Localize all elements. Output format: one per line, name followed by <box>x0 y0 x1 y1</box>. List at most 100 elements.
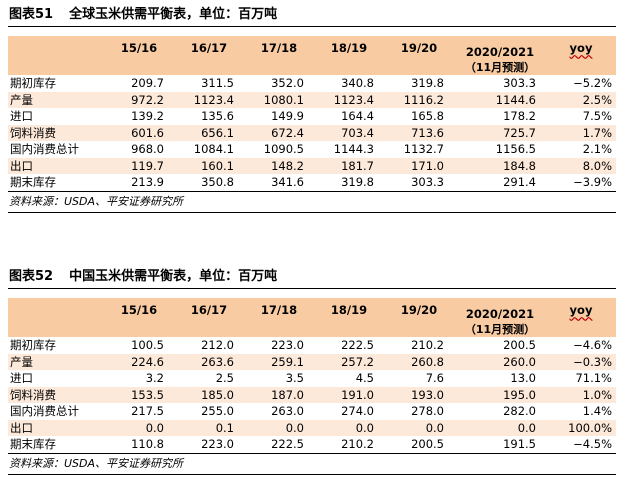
row-label: 国内消费总计 <box>10 142 79 157</box>
table-cell: 3.5 <box>285 371 304 386</box>
table-cell: 319.8 <box>314 174 384 192</box>
table-cell: 968.0 <box>131 142 164 157</box>
table-cell: 184.8 <box>454 157 546 174</box>
table-cell: 181.7 <box>314 157 384 174</box>
table-cell: 259.1 <box>244 353 314 370</box>
table-cell: 187.0 <box>244 386 314 403</box>
figure-title: 图表52 中国玉米供需平衡表，单位：百万吨 <box>8 266 616 289</box>
table-cell: 263.0 <box>271 404 304 419</box>
table-cell: 223.0 <box>271 338 304 353</box>
table-cell: 0.1 <box>174 419 244 436</box>
table-row: 饲料消费 601.6 656.1 672.4 703.4 713.6 725.7 1.7% <box>8 124 616 141</box>
table-cell: 0.0 <box>314 419 384 436</box>
table-cell: 303.3 <box>503 76 536 91</box>
row-label: 饲料消费 <box>8 124 104 141</box>
table-cell: 0.0 <box>384 419 454 436</box>
forecast-subheader: （11月预测） <box>454 59 546 75</box>
table-cell: 1090.5 <box>263 142 304 157</box>
header-cell: 19/20 <box>384 36 454 59</box>
table-cell: 257.2 <box>314 353 384 370</box>
table-cell: 713.6 <box>384 124 454 141</box>
table-cell: 178.2 <box>503 109 536 124</box>
table-cell: 260.0 <box>454 353 546 370</box>
table-cell: 656.1 <box>174 124 244 141</box>
table-cell: 319.8 <box>411 76 444 91</box>
header-cell-yoy: yoy <box>546 298 616 321</box>
table-row: 国内消费总计 968.0 1084.1 1090.5 1144.3 1132.7 1156.… <box>8 141 616 158</box>
table-cell: 1116.2 <box>384 91 454 108</box>
table-cell: −0.3% <box>546 353 616 370</box>
table-cell: 71.1% <box>575 371 612 386</box>
table-cell: 278.0 <box>411 404 444 419</box>
table-cell: 222.5 <box>244 436 314 454</box>
table-cell: 193.0 <box>384 386 454 403</box>
table-cell: 263.6 <box>174 353 244 370</box>
table-cell: 212.0 <box>201 338 234 353</box>
table-cell: −4.6% <box>573 338 612 353</box>
table-row: 期初库存 100.5 212.0 223.0 222.5 210.2 200.5 −4.6% <box>8 337 616 354</box>
header-cell: 15/16 <box>104 298 174 321</box>
table-cell: 160.1 <box>174 157 244 174</box>
table-cell: 200.5 <box>503 338 536 353</box>
row-label: 期末库存 <box>8 174 104 192</box>
table-cell: 1144.6 <box>454 91 546 108</box>
row-label: 饲料消费 <box>8 386 104 403</box>
table-cell: 1.4% <box>582 404 612 419</box>
table-cell: 222.5 <box>341 338 374 353</box>
table-cell: 260.8 <box>384 353 454 370</box>
table-cell: 210.2 <box>411 338 444 353</box>
row-label: 期末库存 <box>8 436 104 454</box>
row-label: 国内消费总计 <box>10 404 79 419</box>
table-cell: 191.0 <box>314 386 384 403</box>
table-cell: 1080.1 <box>244 91 314 108</box>
header-cell: 17/18 <box>244 298 314 321</box>
table-block-global: 图表51 全球玉米供需平衡表，单位：百万吨 15/16 16/17 17/18 1… <box>8 4 616 213</box>
table-cell: −3.9% <box>546 174 616 192</box>
table-cell: 1156.5 <box>495 142 536 157</box>
table-cell: 165.8 <box>411 109 444 124</box>
table-cell: 7.5% <box>582 109 612 124</box>
table-cell: 195.0 <box>454 386 546 403</box>
table-cell: −5.2% <box>573 76 612 91</box>
source-note: 资料来源：USDA、平安证券研究所 <box>8 192 616 213</box>
table-cell: 119.7 <box>104 157 174 174</box>
table-cell: 139.2 <box>131 109 164 124</box>
table-cell: 0.0 <box>454 419 546 436</box>
header-cell <box>8 298 104 321</box>
row-label: 产量 <box>8 91 104 108</box>
header-cell: 16/17 <box>174 36 244 59</box>
table-cell: 725.7 <box>454 124 546 141</box>
figure-title: 图表51 全球玉米供需平衡表，单位：百万吨 <box>8 4 616 27</box>
table-cell: 210.2 <box>314 436 384 454</box>
table-row: 进口 139.2 135.6 149.9 164.4 165.8 178.2 7.5% <box>8 108 616 125</box>
yoy-label: yoy <box>569 40 593 55</box>
row-label: 期初库存 <box>10 338 56 353</box>
forecast-subheader: （11月预测） <box>454 321 546 337</box>
figure-label: 图表52 <box>9 269 54 284</box>
table-cell: 352.0 <box>271 76 304 91</box>
table-cell: 148.2 <box>244 157 314 174</box>
table-cell: 341.6 <box>244 174 314 192</box>
table-cell: 672.4 <box>244 124 314 141</box>
table-cell: 1084.1 <box>193 142 234 157</box>
table-cell: 110.8 <box>104 436 174 454</box>
table-cell: 7.6 <box>425 371 444 386</box>
header-cell: 18/19 <box>314 298 384 321</box>
table-row: 期末库存 110.8 223.0 222.5 210.2 200.5 191.5 −4.5% <box>8 436 616 454</box>
table-cell: 0.0 <box>244 419 314 436</box>
table-row: 饲料消费 153.5 185.0 187.0 191.0 193.0 195.0 1.0% <box>8 386 616 403</box>
table-cell: 350.8 <box>174 174 244 192</box>
figure-label: 图表51 <box>9 7 54 22</box>
table-row: 进口 3.2 2.5 3.5 4.5 7.6 13.0 71.1% <box>8 370 616 387</box>
table-cell: 1.0% <box>546 386 616 403</box>
table-row: 期初库存 209.7 311.5 352.0 340.8 319.8 303.3 −5.2% <box>8 75 616 92</box>
table-cell: 13.0 <box>510 371 536 386</box>
table-cell: 135.6 <box>201 109 234 124</box>
header-cell-yoy: yoy <box>546 36 616 59</box>
row-label: 出口 <box>8 157 104 174</box>
table-cell: 185.0 <box>174 386 244 403</box>
row-label: 进口 <box>10 109 33 124</box>
table-cell: 291.4 <box>454 174 546 192</box>
table-cell: 255.0 <box>201 404 234 419</box>
row-label: 进口 <box>10 371 33 386</box>
